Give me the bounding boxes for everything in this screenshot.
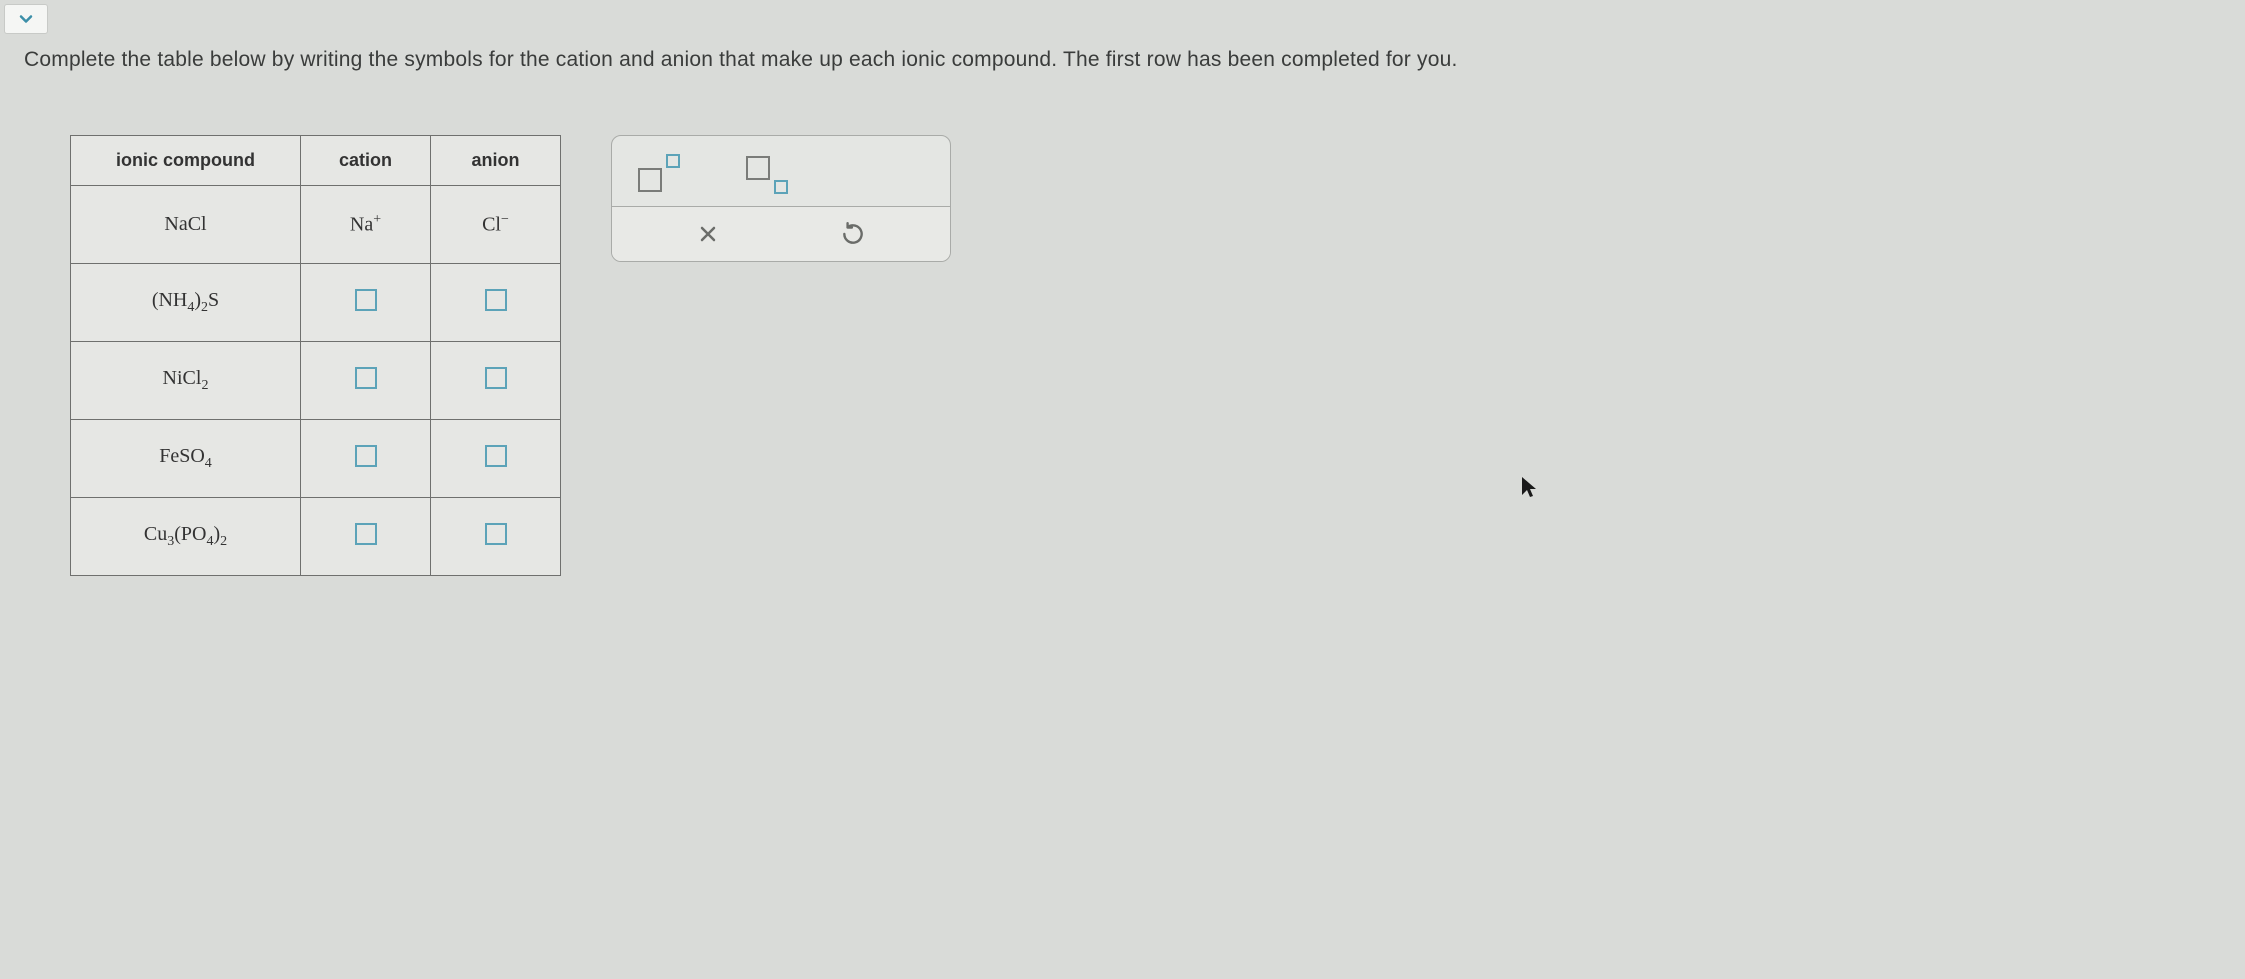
undo-icon <box>840 221 866 247</box>
table-row: NiCl2 <box>71 342 561 420</box>
header-compound: ionic compound <box>71 136 301 186</box>
anion-cell[interactable] <box>431 420 561 498</box>
mouse-cursor-icon <box>1520 475 1538 499</box>
table-row: (NH4)2S <box>71 264 561 342</box>
cation-input[interactable] <box>355 289 377 311</box>
clear-button[interactable] <box>696 222 720 246</box>
reset-button[interactable] <box>840 221 866 247</box>
format-tool-panel <box>611 135 951 262</box>
table-row: NaClNa+Cl− <box>71 186 561 264</box>
cation-cell[interactable] <box>301 498 431 576</box>
anion-input[interactable] <box>485 289 507 311</box>
compound-cell: (NH4)2S <box>71 264 301 342</box>
anion-input[interactable] <box>485 523 507 545</box>
anion-input[interactable] <box>485 367 507 389</box>
base-box-icon <box>638 168 662 192</box>
cation-input[interactable] <box>355 523 377 545</box>
content-row: ionic compound cation anion NaClNa+Cl−(N… <box>70 135 951 576</box>
header-anion: anion <box>431 136 561 186</box>
cation-cell[interactable] <box>301 264 431 342</box>
anion-cell[interactable] <box>431 342 561 420</box>
subscript-box-icon <box>774 180 788 194</box>
superscript-button[interactable] <box>636 154 684 194</box>
compound-cell: NiCl2 <box>71 342 301 420</box>
cation-cell[interactable] <box>301 342 431 420</box>
x-icon <box>696 222 720 246</box>
compound-cell: Cu3(PO4)2 <box>71 498 301 576</box>
base-box-icon <box>746 156 770 180</box>
superscript-box-icon <box>666 154 680 168</box>
table-body: NaClNa+Cl−(NH4)2SNiCl2FeSO4Cu3(PO4)2 <box>71 186 561 576</box>
anion-cell[interactable] <box>431 264 561 342</box>
ionic-compound-table: ionic compound cation anion NaClNa+Cl−(N… <box>70 135 561 576</box>
anion-cell: Cl− <box>431 186 561 264</box>
anion-cell[interactable] <box>431 498 561 576</box>
cation-input[interactable] <box>355 367 377 389</box>
chevron-down-icon <box>16 9 36 29</box>
compound-cell: NaCl <box>71 186 301 264</box>
cation-cell: Na+ <box>301 186 431 264</box>
anion-input[interactable] <box>485 445 507 467</box>
format-tool-upper <box>612 136 950 206</box>
header-cation: cation <box>301 136 431 186</box>
table-row: Cu3(PO4)2 <box>71 498 561 576</box>
subscript-button[interactable] <box>744 154 792 194</box>
collapse-toggle[interactable] <box>4 4 48 34</box>
format-tool-lower <box>612 206 950 261</box>
compound-cell: FeSO4 <box>71 420 301 498</box>
cation-input[interactable] <box>355 445 377 467</box>
cation-cell[interactable] <box>301 420 431 498</box>
instruction-text: Complete the table below by writing the … <box>24 48 1458 72</box>
table-row: FeSO4 <box>71 420 561 498</box>
